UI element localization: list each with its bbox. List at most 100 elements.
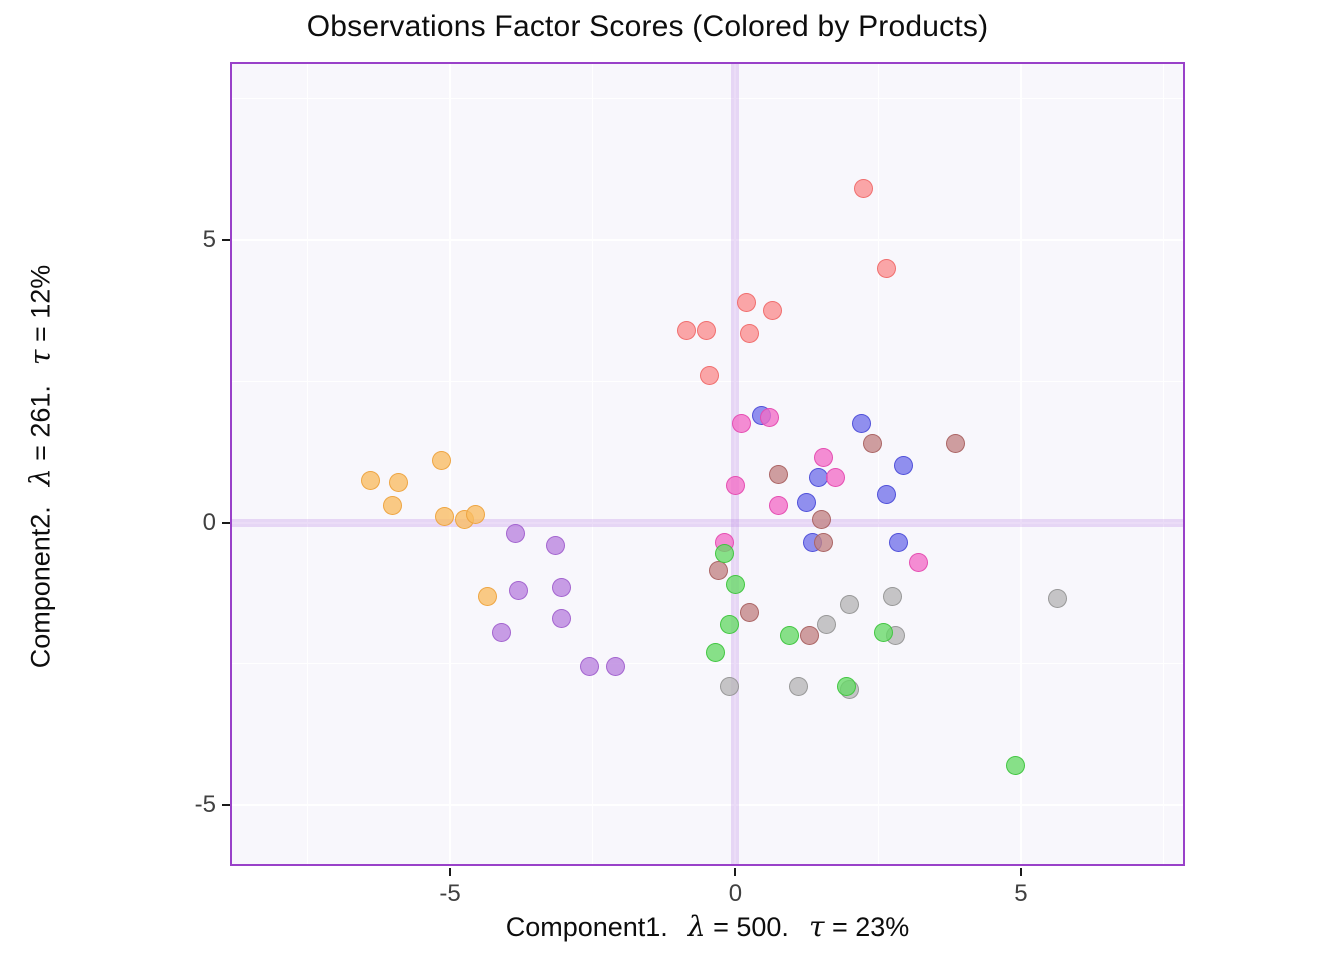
y-tick-label: 5 <box>202 225 216 253</box>
y-tick-mark <box>222 804 230 807</box>
data-point-product-red <box>854 179 874 199</box>
tau-symbol: τ <box>23 349 57 366</box>
data-point-product-red <box>700 366 720 386</box>
major-gridline-horizontal <box>232 804 1183 807</box>
minor-gridline-vertical <box>877 64 879 864</box>
data-point-product-orange <box>383 496 403 516</box>
data-point-product-blue <box>797 493 817 513</box>
data-point-product-brown <box>811 510 831 530</box>
data-point-product-brown <box>862 433 882 453</box>
data-point-product-orange <box>389 473 409 493</box>
data-point-product-gray <box>840 594 860 614</box>
data-point-product-gray <box>1048 589 1068 609</box>
data-point-product-pink <box>814 447 834 467</box>
x-axis-component-text: Component1. <box>505 912 668 942</box>
data-point-product-pink <box>725 476 745 496</box>
y-tick-label: 0 <box>202 508 216 536</box>
data-point-product-blue <box>808 467 828 487</box>
data-point-product-pink <box>825 467 845 487</box>
y-axis-tau-value: = 12% <box>25 264 56 350</box>
y-axis-lambda-value: = 261. <box>25 385 56 469</box>
data-point-product-pink <box>760 408 780 428</box>
data-point-product-brown <box>708 561 728 581</box>
data-point-product-brown <box>740 603 760 623</box>
data-point-product-red <box>877 258 897 278</box>
x-tick-mark <box>734 868 737 876</box>
data-point-product-red <box>737 292 757 312</box>
y-axis-component-text: Component2. <box>25 506 56 669</box>
data-point-product-red <box>677 320 697 340</box>
data-point-product-blue <box>877 484 897 504</box>
lambda-symbol: λ <box>23 468 57 487</box>
minor-gridline-vertical <box>592 64 594 864</box>
data-point-product-blue <box>894 456 914 476</box>
x-tick-label: 5 <box>1014 880 1028 907</box>
data-point-product-purple <box>551 578 571 598</box>
data-point-product-purple <box>491 623 511 643</box>
data-point-product-green <box>837 676 857 696</box>
data-point-product-gray <box>882 586 902 606</box>
minor-gridline-vertical <box>306 64 308 864</box>
origin-axis-vertical <box>731 64 740 864</box>
data-point-product-orange <box>434 507 454 527</box>
data-point-product-blue <box>851 414 871 434</box>
data-point-product-green <box>874 623 894 643</box>
data-point-product-green <box>720 614 740 634</box>
data-point-product-purple <box>546 535 566 555</box>
data-point-product-brown <box>800 626 820 646</box>
data-point-product-orange <box>360 470 380 490</box>
y-tick-mark <box>222 521 230 524</box>
data-point-product-brown <box>945 433 965 453</box>
data-point-product-pink <box>768 496 788 516</box>
data-point-product-green <box>1005 756 1025 776</box>
data-point-product-green <box>714 544 734 564</box>
x-tick-mark <box>449 868 452 876</box>
plot-panel <box>230 62 1185 866</box>
data-point-product-orange <box>431 450 451 470</box>
x-axis-lambda-value: = 500. <box>705 912 789 942</box>
minor-gridline-horizontal <box>232 663 1183 665</box>
data-point-product-purple <box>506 524 526 544</box>
major-gridline-vertical <box>1019 64 1022 864</box>
x-axis-tau-value: = 23% <box>824 912 910 942</box>
data-point-product-brown <box>768 464 788 484</box>
data-point-product-gray <box>817 614 837 634</box>
x-tick-label: 0 <box>728 880 743 907</box>
data-point-product-pink <box>908 552 928 572</box>
origin-axis-horizontal <box>232 518 1183 527</box>
x-tick-label: -5 <box>439 880 461 907</box>
data-point-product-green <box>780 626 800 646</box>
y-axis: -5 0 5 <box>188 62 230 866</box>
data-point-product-orange <box>477 586 497 606</box>
data-point-product-brown <box>814 532 834 552</box>
major-gridline-vertical <box>734 64 737 864</box>
y-axis-label: Component2. λ = 261. τ = 12% <box>24 187 57 747</box>
data-point-product-blue <box>888 532 908 552</box>
chart-title: Observations Factor Scores (Colored by P… <box>306 10 989 43</box>
major-gridline-horizontal <box>232 521 1183 524</box>
data-point-product-red <box>697 320 717 340</box>
data-point-product-gray <box>788 676 808 696</box>
x-tick-mark <box>1019 868 1022 876</box>
data-point-product-red <box>763 301 783 320</box>
data-point-product-green <box>725 575 745 595</box>
data-point-product-purple <box>606 657 626 677</box>
data-point-product-orange <box>466 504 486 524</box>
minor-gridline-vertical <box>1163 64 1165 864</box>
lambda-symbol: λ <box>687 910 706 943</box>
data-point-product-purple <box>551 609 571 629</box>
major-gridline-horizontal <box>232 238 1183 241</box>
y-tick-label: -5 <box>194 791 216 819</box>
data-point-product-pink <box>731 414 751 434</box>
x-axis: -5 0 5 <box>230 866 1185 908</box>
tau-symbol: τ <box>808 910 825 943</box>
data-point-product-green <box>705 643 725 663</box>
minor-gridline-horizontal <box>232 97 1183 99</box>
data-point-product-purple <box>580 657 600 677</box>
y-tick-mark <box>222 238 230 241</box>
x-axis-label: Component1. λ = 500. τ = 23% <box>170 910 1245 943</box>
data-point-product-purple <box>509 580 529 600</box>
data-point-product-red <box>740 323 760 343</box>
data-point-product-gray <box>720 676 740 696</box>
